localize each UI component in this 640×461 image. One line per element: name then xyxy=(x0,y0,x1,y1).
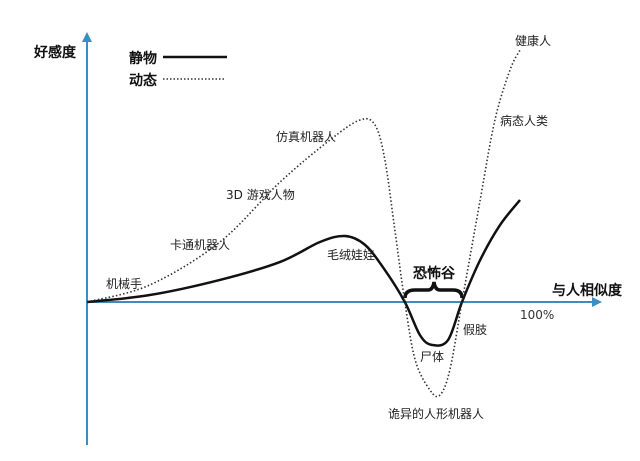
annotation-stuffed-toy: 毛绒娃娃 xyxy=(327,248,376,262)
legend-label-static: 静物 xyxy=(129,51,157,67)
x-tick-label: 100% xyxy=(520,308,555,322)
x-axis-arrow xyxy=(592,297,602,307)
annotation-healthy-person: 健康人 xyxy=(515,34,552,48)
legend-label-moving: 动态 xyxy=(129,73,157,89)
annotation-prosthetic: 假肢 xyxy=(463,323,488,337)
y-axis-arrow xyxy=(82,32,92,42)
annotation-corpse: 尸体 xyxy=(420,350,445,364)
annotation-cartoon-robot: 卡通机器人 xyxy=(170,238,231,252)
annotation-humanoid-robot: 仿真机器人 xyxy=(276,130,337,144)
annotation-uncanny-valley: 恐怖谷 xyxy=(413,266,455,282)
annotation-zombie: 诡异的人形机器人 xyxy=(388,407,485,421)
series-static-line xyxy=(86,199,521,347)
annotation-sick-person: 病态人类 xyxy=(500,114,549,128)
x-axis-label: 与人相似度 xyxy=(552,283,622,299)
annotation-industrial-robot: 机械手 xyxy=(106,277,143,291)
annotation-game-character: 3D 游戏人物 xyxy=(226,188,295,202)
y-axis-label: 好感度 xyxy=(34,45,76,61)
series-moving-line xyxy=(86,49,521,398)
uncanny-valley-brace xyxy=(403,281,464,299)
